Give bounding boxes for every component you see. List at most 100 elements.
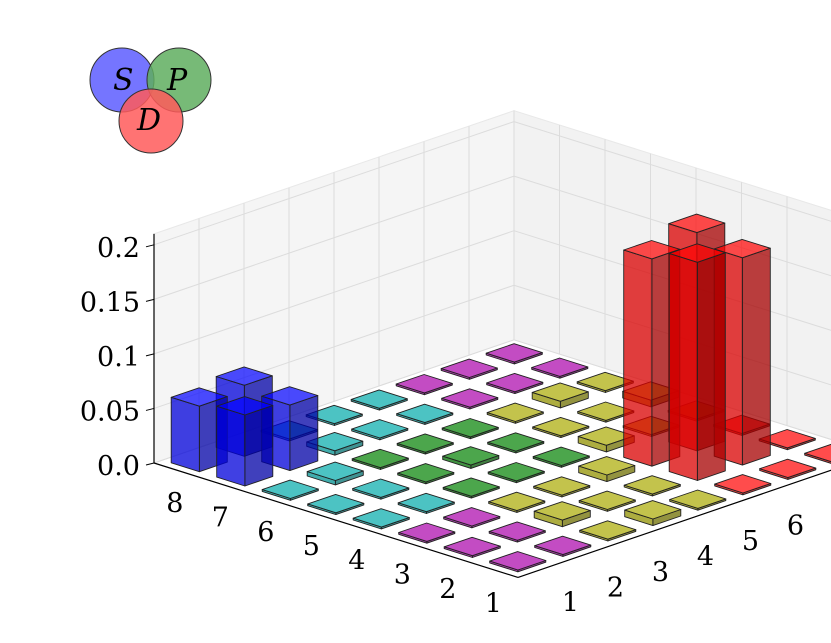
bar-face	[244, 405, 274, 487]
bar-face	[532, 446, 590, 466]
grid-line	[153, 175, 515, 300]
bar-face	[488, 521, 546, 541]
x-tick-label: 3	[394, 560, 411, 591]
legend-label-d: D	[136, 103, 161, 138]
bar-face	[397, 463, 455, 483]
bar-face	[307, 493, 365, 514]
bar	[485, 343, 543, 365]
bar-face	[352, 508, 410, 528]
bar-face	[398, 522, 456, 542]
bar	[350, 389, 408, 411]
bar-face	[395, 374, 453, 394]
y-tick-label: 4	[697, 542, 714, 573]
y-tick-label: 2	[607, 572, 624, 603]
grid-line	[153, 284, 515, 409]
bar	[306, 461, 364, 486]
bar-face	[440, 358, 498, 378]
x-tick-label: 5	[303, 531, 320, 562]
legend-label-s: S	[113, 63, 134, 98]
z-tick-label: 0.0	[97, 451, 140, 482]
grid-line	[153, 230, 515, 355]
bar	[486, 372, 544, 395]
bar	[443, 507, 501, 529]
bar-face	[532, 416, 590, 437]
bar-face	[350, 389, 408, 409]
bar-face	[489, 551, 547, 571]
bar-face	[396, 433, 454, 453]
bar-face	[442, 446, 500, 466]
bar	[307, 493, 365, 516]
x-tick-label: 8	[166, 488, 183, 519]
bar	[398, 522, 456, 544]
axis-lines	[153, 233, 831, 578]
bar-face	[534, 535, 592, 556]
bar-face	[396, 403, 454, 424]
x-axis-line	[153, 462, 519, 578]
bar-face	[289, 395, 319, 472]
bar-face	[485, 343, 543, 363]
bar-face	[487, 462, 545, 482]
bar-face	[261, 386, 319, 406]
bar	[397, 463, 455, 485]
bar	[532, 446, 590, 468]
x-tick-label: 6	[257, 517, 274, 548]
bar-face	[531, 382, 589, 402]
z-tick-label: 0.2	[97, 233, 140, 264]
bar-face	[624, 500, 682, 520]
bar-face	[758, 429, 816, 449]
bar-face	[533, 501, 591, 521]
bar-face	[486, 402, 544, 422]
bar-face	[531, 357, 589, 377]
bar-face	[696, 252, 726, 481]
bar	[397, 492, 455, 514]
bar	[351, 419, 409, 441]
bar-face	[623, 249, 653, 467]
z-tick-label: 0.05	[80, 396, 140, 427]
bar	[489, 551, 547, 573]
grid-line	[513, 121, 831, 222]
bar-face	[442, 477, 500, 497]
z-tick-label: 0.1	[97, 342, 140, 373]
grid-line	[153, 121, 515, 246]
bar-face	[351, 448, 409, 469]
bar	[443, 536, 501, 558]
bar	[578, 456, 636, 483]
z-tick-mark	[145, 298, 155, 302]
bar	[442, 446, 500, 469]
bar	[352, 508, 410, 530]
bar	[441, 388, 499, 410]
bar	[487, 462, 545, 484]
bar	[352, 478, 410, 500]
z-tick-mark	[145, 462, 155, 466]
bar-face	[668, 243, 726, 263]
bar	[216, 396, 274, 487]
tick-labels: 12345678123456780.00.050.10.150.2	[80, 233, 804, 620]
bar-face	[741, 247, 771, 466]
bar-face	[215, 366, 273, 386]
bar	[624, 500, 682, 527]
bar-face	[306, 431, 364, 452]
bar	[351, 448, 409, 470]
z-tick-mark	[145, 244, 155, 248]
bar-face	[305, 404, 363, 425]
bar	[533, 476, 591, 498]
bars	[170, 213, 831, 573]
bar	[261, 479, 319, 501]
bar	[487, 432, 545, 454]
bar-face	[578, 456, 636, 476]
bar-face	[668, 252, 698, 481]
bar-face	[669, 489, 727, 509]
x-tick-label: 4	[348, 545, 365, 576]
bar	[488, 491, 546, 513]
bar	[441, 418, 499, 440]
bar	[396, 433, 454, 455]
bar	[804, 443, 831, 464]
y-tick-label: 3	[652, 557, 669, 588]
y-tick-label: 5	[742, 526, 759, 557]
bar	[534, 535, 592, 557]
bar-face	[351, 419, 409, 439]
x-tick-label: 2	[439, 574, 456, 605]
bar	[714, 474, 772, 496]
bar	[440, 358, 498, 380]
